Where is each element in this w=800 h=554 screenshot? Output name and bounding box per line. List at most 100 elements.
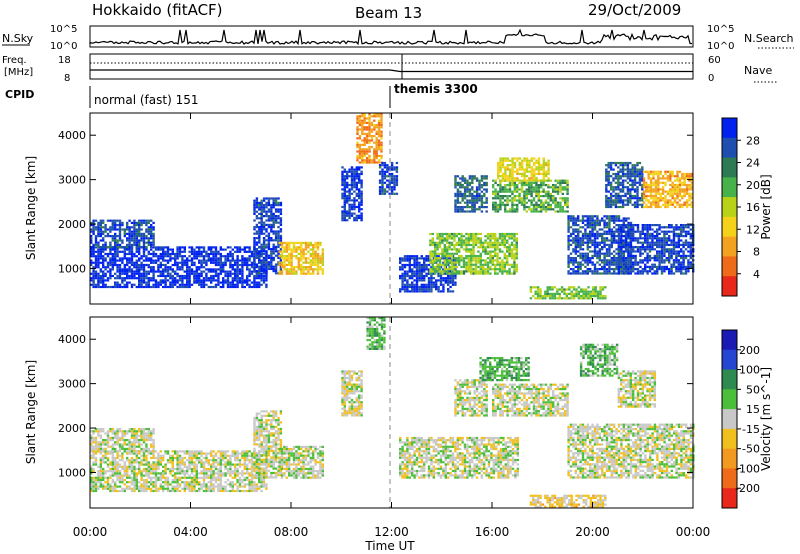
heatmap-cell bbox=[255, 197, 259, 200]
heatmap-cell bbox=[503, 263, 506, 266]
heatmap-cell bbox=[607, 179, 610, 182]
heatmap-cell bbox=[159, 266, 162, 269]
heatmap-cell bbox=[116, 246, 119, 249]
heatmap-cell bbox=[300, 257, 303, 260]
heatmap-cell bbox=[343, 183, 346, 187]
heatmap-cell bbox=[378, 181, 382, 184]
heatmap-cell bbox=[485, 181, 488, 184]
heatmap-cell bbox=[260, 230, 263, 233]
heatmap-cell bbox=[147, 243, 150, 246]
heatmap-cell bbox=[458, 243, 461, 247]
heatmap-cell bbox=[542, 188, 545, 191]
heatmap-cell bbox=[608, 232, 611, 235]
heatmap-cell bbox=[508, 235, 511, 238]
heatmap-cell bbox=[496, 210, 500, 213]
heatmap-cell bbox=[615, 259, 618, 262]
heatmap-cell bbox=[467, 270, 470, 273]
heatmap-cell bbox=[651, 235, 654, 238]
heatmap-cell bbox=[406, 257, 409, 260]
heatmap-cell bbox=[601, 265, 604, 268]
heatmap-cell bbox=[542, 161, 545, 164]
heatmap-cell bbox=[190, 263, 194, 267]
heatmap-cell bbox=[675, 252, 678, 255]
heatmap-cell bbox=[147, 221, 150, 224]
heatmap-cell bbox=[97, 272, 100, 275]
heatmap-cell bbox=[157, 268, 160, 271]
heatmap-cell bbox=[274, 215, 278, 218]
heatmap-cell bbox=[632, 239, 635, 242]
heatmap-cell bbox=[90, 263, 93, 267]
heatmap-cell bbox=[467, 263, 470, 266]
heatmap-cell bbox=[109, 257, 112, 260]
heatmap-cell bbox=[353, 186, 356, 189]
heatmap-cell bbox=[363, 139, 366, 142]
heatmap-cell bbox=[193, 248, 196, 251]
heatmap-cell bbox=[450, 259, 454, 262]
heatmap-cell bbox=[474, 270, 478, 273]
heatmap-cell bbox=[401, 281, 404, 284]
heatmap-cell bbox=[373, 154, 376, 157]
heatmap-cell bbox=[663, 261, 666, 264]
heatmap-cell bbox=[176, 252, 179, 256]
heatmap-cell bbox=[272, 270, 275, 273]
heatmap-cell bbox=[601, 268, 604, 271]
heatmap-cell bbox=[300, 241, 303, 244]
heatmap-cell bbox=[620, 226, 623, 229]
heatmap-cell bbox=[660, 226, 664, 229]
heatmap-cell bbox=[586, 248, 589, 251]
heatmap-cell bbox=[615, 252, 618, 255]
heatmap-cell bbox=[94, 239, 98, 242]
heatmap-cell bbox=[140, 274, 143, 278]
heatmap-cell bbox=[415, 288, 419, 291]
heatmap-cell bbox=[222, 261, 225, 264]
heatmap-cell bbox=[258, 250, 261, 253]
heatmap-cell bbox=[138, 270, 141, 273]
heatmap-cell bbox=[498, 263, 502, 266]
heatmap-cell bbox=[509, 179, 512, 182]
heatmap-cell bbox=[109, 228, 112, 231]
heatmap-cell bbox=[253, 281, 256, 284]
heatmap-cell bbox=[596, 261, 599, 264]
heatmap-cell bbox=[343, 186, 346, 189]
heatmap-cell bbox=[152, 283, 155, 286]
heatmap-cell bbox=[262, 277, 266, 280]
heatmap-cell bbox=[537, 203, 540, 206]
heatmap-cell bbox=[584, 297, 588, 300]
heatmap-cell bbox=[363, 148, 366, 151]
heatmap-cell bbox=[453, 270, 456, 273]
heatmap-cell bbox=[455, 257, 458, 260]
heatmap-cell bbox=[214, 279, 218, 282]
heatmap-cell bbox=[200, 281, 203, 284]
heatmap-cell bbox=[430, 283, 433, 286]
heatmap-cell bbox=[205, 272, 208, 275]
heatmap-cell bbox=[639, 259, 642, 262]
heatmap-cell bbox=[436, 270, 439, 273]
heatmap-cell bbox=[210, 279, 213, 282]
heatmap-cell bbox=[609, 194, 613, 198]
heatmap-cell bbox=[248, 285, 251, 289]
heatmap-cell bbox=[142, 252, 146, 256]
heatmap-cell bbox=[186, 266, 189, 269]
heatmap-cell bbox=[577, 286, 581, 289]
heatmap-cell bbox=[494, 239, 497, 242]
heatmap-cell bbox=[166, 261, 170, 264]
heatmap-cell bbox=[572, 270, 575, 273]
heatmap-cell bbox=[455, 261, 458, 264]
heatmap-cell bbox=[467, 254, 470, 258]
heatmap-cell bbox=[207, 257, 210, 260]
heatmap-cell bbox=[365, 132, 369, 135]
heatmap-cell bbox=[280, 246, 284, 249]
heatmap-cell bbox=[513, 195, 516, 198]
heatmap-cell bbox=[689, 232, 692, 235]
heatmap-cell bbox=[176, 255, 179, 258]
heatmap-cell bbox=[126, 257, 129, 260]
heatmap-cell bbox=[355, 183, 358, 187]
heatmap-cell bbox=[474, 257, 478, 260]
heatmap-cell bbox=[140, 285, 143, 289]
heatmap-cell bbox=[314, 263, 317, 266]
heatmap-cell bbox=[483, 206, 486, 209]
heatmap-cell bbox=[302, 255, 305, 258]
heatmap-cell bbox=[596, 270, 599, 273]
heatmap-cell bbox=[663, 248, 666, 251]
heatmap-cell bbox=[183, 250, 186, 253]
